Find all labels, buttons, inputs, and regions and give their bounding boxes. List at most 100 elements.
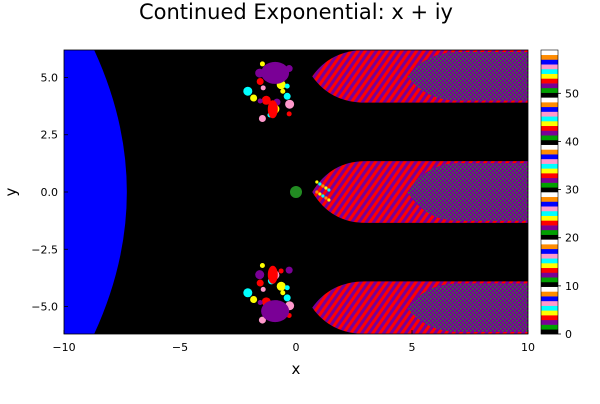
- fractal-blob: [327, 198, 331, 202]
- colorbar-cell: [541, 54, 558, 60]
- colorbar-cell: [541, 139, 558, 145]
- fractal-blob: [260, 286, 266, 292]
- colorbar-cell: [541, 201, 558, 207]
- colorbar-cell: [541, 286, 558, 292]
- speckle-band: [407, 283, 528, 332]
- chart-title: Continued Exponential: x + iy: [139, 0, 453, 24]
- colorbar-cell: [541, 177, 558, 183]
- fractal-blob: [315, 180, 319, 184]
- colorbar-cell: [541, 116, 558, 122]
- fractal-blob: [324, 196, 328, 200]
- fractal-blob: [327, 188, 331, 192]
- colorbar-cell: [541, 319, 558, 325]
- colorbar-cell: [541, 149, 558, 155]
- colorbar-cell: [541, 154, 558, 160]
- colorbar-tick-label: 30: [565, 184, 579, 197]
- fractal-blob: [324, 186, 328, 190]
- colorbar-cell: [541, 78, 558, 84]
- colorbar-cell: [541, 210, 558, 216]
- colorbar-cell: [541, 220, 558, 226]
- colorbar-cell: [541, 121, 558, 127]
- colorbar-cell: [541, 324, 558, 330]
- fractal-blob: [283, 294, 291, 302]
- y-axis-label: y: [2, 187, 20, 196]
- colorbar-tick-label: 0: [565, 328, 572, 341]
- fractal-blob: [318, 192, 322, 196]
- x-tick-label: 0: [293, 341, 300, 354]
- fixed-point: [290, 186, 302, 198]
- colorbar-tick-label: 40: [565, 135, 579, 148]
- colorbar-cell: [541, 248, 558, 254]
- fractal-blob: [261, 95, 271, 105]
- colorbar-cell: [541, 182, 558, 188]
- colorbar-frame: [540, 49, 559, 335]
- colorbar-cell: [541, 192, 558, 198]
- fractal-blob: [260, 85, 266, 91]
- colorbar-cell: [541, 296, 558, 302]
- diverging-region: [64, 50, 127, 334]
- colorbar-cell: [541, 144, 558, 150]
- fractal-blob: [321, 184, 325, 188]
- colorbar-cell: [541, 135, 558, 141]
- x-tick-label: 5: [409, 341, 416, 354]
- fractal-blob: [250, 94, 258, 102]
- colorbar-cell: [541, 125, 558, 131]
- colorbar-tick-label: 20: [565, 232, 579, 245]
- fractal-blob: [285, 266, 293, 274]
- fractal-blob: [318, 182, 322, 186]
- colorbar-cell: [541, 291, 558, 297]
- y-tick-label: 5.0: [41, 71, 59, 84]
- colorbar-cell: [541, 215, 558, 221]
- fractal-blob: [280, 290, 286, 296]
- fractal-blob: [284, 285, 290, 291]
- colorbar-cell: [541, 97, 558, 103]
- fractal-blob: [257, 98, 263, 104]
- colorbar-cell: [541, 305, 558, 311]
- colorbar-cell: [541, 173, 558, 179]
- colorbar-cell: [541, 64, 558, 70]
- fractal-blob: [315, 190, 319, 194]
- purple-lobe: [261, 300, 290, 323]
- fractal-blob: [256, 279, 264, 287]
- y-tick-label: −2.5: [31, 243, 58, 256]
- speckle-band: [407, 52, 528, 101]
- speckle-band: [407, 163, 528, 221]
- colorbar-cell: [541, 68, 558, 74]
- colorbar-cell: [541, 102, 558, 108]
- fractal-blob: [276, 281, 286, 291]
- fractal-blob: [321, 194, 325, 198]
- fractal-blob: [284, 83, 290, 89]
- y-tick-label: −5.0: [31, 301, 58, 314]
- fractal-blob: [256, 77, 264, 85]
- colorbar-cell: [541, 206, 558, 212]
- colorbar-cell: [541, 239, 558, 245]
- colorbar-cell: [541, 263, 558, 269]
- heatmap-area: [64, 50, 528, 334]
- fractal-blob: [285, 99, 295, 109]
- fractal-blob: [255, 270, 265, 280]
- colorbar-cell: [541, 315, 558, 321]
- fractal-blob: [283, 92, 291, 100]
- colorbar-cell: [541, 92, 558, 98]
- y-tick-label: 2.5: [41, 129, 59, 142]
- colorbar-cell: [541, 229, 558, 235]
- colorbar-cell: [541, 225, 558, 231]
- y-tick-label: 0.0: [41, 186, 59, 199]
- colorbar-tick-label: 10: [565, 280, 579, 293]
- fractal-blob: [280, 88, 286, 94]
- colorbar-cell: [541, 244, 558, 250]
- colorbar-cell: [541, 59, 558, 65]
- fractal-blob: [286, 111, 292, 117]
- colorbar-cell: [541, 196, 558, 202]
- fractal-blob: [259, 61, 265, 67]
- x-tick-label: 10: [521, 341, 535, 354]
- colorbar-cell: [541, 83, 558, 89]
- colorbar-tick-label: 50: [565, 87, 579, 100]
- fractal-blob: [267, 265, 278, 284]
- fractal-blob: [267, 100, 278, 119]
- purple-lobe: [261, 61, 290, 84]
- colorbar: [540, 49, 559, 335]
- colorbar-cell: [541, 329, 558, 335]
- fractal-blob: [278, 268, 284, 274]
